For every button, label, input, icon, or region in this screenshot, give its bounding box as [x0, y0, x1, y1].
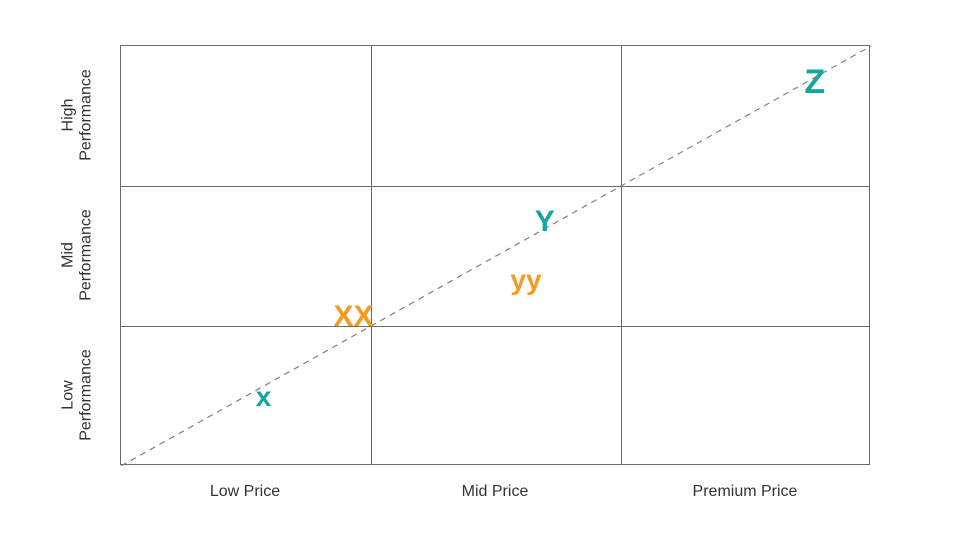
trend-diagonal [121, 46, 871, 466]
x-axis-label: Premium Price [693, 483, 798, 501]
data-point-label: yy [510, 266, 541, 294]
x-axis-label: Low Price [210, 483, 280, 501]
y-axis-label: Low Performance [60, 349, 97, 441]
y-axis-label: High Performance [60, 69, 97, 161]
x-axis-label: Mid Price [462, 483, 529, 501]
data-point-label: x [256, 383, 272, 411]
data-point-label: XX [333, 302, 373, 332]
data-point-label: Y [535, 207, 555, 237]
plot-area: x XX yy Y Z [120, 45, 870, 465]
chart-stage: x XX yy Y Z Low Price Mid Price Premium Price L… [0, 0, 960, 540]
y-axis-label: Mid Performance [60, 209, 97, 301]
data-point-label: Z [804, 65, 825, 99]
